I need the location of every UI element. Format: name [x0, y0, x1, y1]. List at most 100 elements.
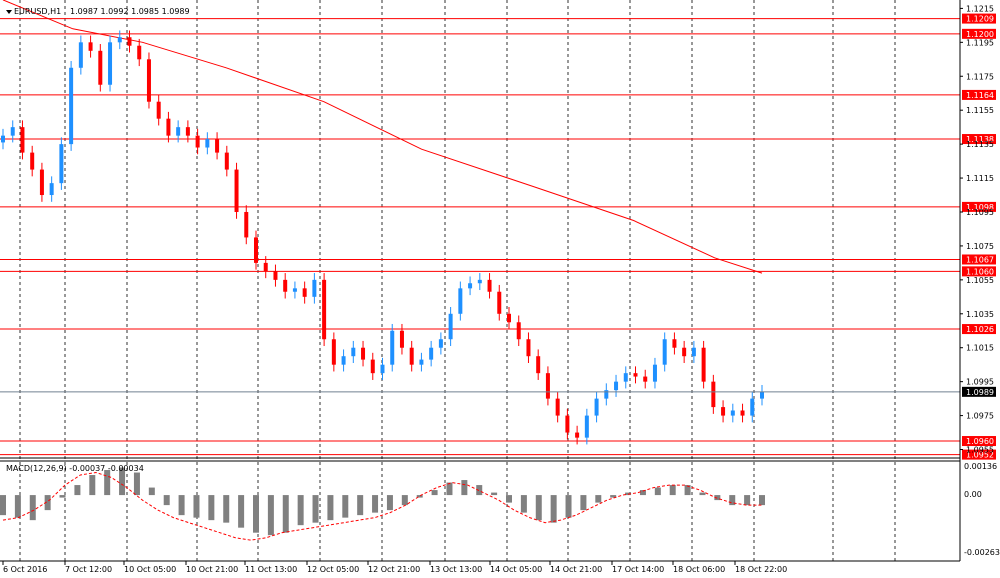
candle-body — [662, 339, 667, 365]
macd-bar — [744, 495, 751, 506]
candle-body — [390, 330, 395, 365]
candle-body — [672, 339, 677, 348]
candle-body — [166, 118, 171, 136]
candle-body — [69, 67, 74, 145]
candle-body — [273, 271, 278, 280]
candle-body — [59, 144, 64, 184]
candle-body — [623, 373, 628, 382]
macd-bar — [327, 495, 334, 521]
candle-body — [380, 364, 385, 374]
time-tick-label: 13 Oct 13:00 — [430, 565, 482, 574]
macd-bar — [372, 495, 379, 513]
macd-bar — [729, 495, 736, 506]
candlesticks — [1, 30, 764, 445]
macd-bar — [476, 485, 483, 496]
time-tick-label: 12 Oct 05:00 — [307, 565, 359, 574]
candle-body — [224, 152, 229, 170]
candle-body — [614, 381, 619, 391]
macd-bar — [610, 495, 617, 498]
level-tag — [962, 13, 996, 24]
level-tag — [962, 436, 996, 447]
candle-body — [643, 376, 648, 382]
price-tick-label: 1.1135 — [966, 140, 994, 149]
candle-body — [195, 135, 200, 148]
price-tick-label: 1.0995 — [966, 378, 994, 387]
time-tick-label: 11 Oct 13:00 — [245, 565, 297, 574]
candle-body — [516, 322, 521, 340]
price-level-tags: 1.1209 1.1200 1.1164 1.1138 1.1098 1.1067 1.10… — [962, 13, 996, 460]
candle-body — [750, 398, 755, 416]
macd-bar — [104, 470, 111, 496]
time-tick-label: 18 Oct 06:00 — [673, 565, 725, 574]
candle-body — [633, 373, 638, 377]
level-tag — [962, 201, 996, 212]
candle-body — [205, 139, 210, 148]
time-tick-label: 18 Oct 22:00 — [735, 565, 787, 574]
macd-bar — [535, 495, 542, 521]
time-tick-label: 14 Oct 05:00 — [490, 565, 542, 574]
price-tick-label: 1.1055 — [966, 276, 994, 285]
candle-body — [283, 279, 288, 292]
candle-body — [438, 339, 443, 348]
candle-body — [146, 59, 151, 102]
macd-bar — [759, 495, 765, 506]
macd-bar — [148, 487, 155, 496]
candle-body — [409, 347, 414, 365]
level-tag — [962, 266, 996, 277]
candle-body — [185, 127, 190, 136]
macd-bar — [386, 495, 393, 511]
macd-bar — [416, 495, 423, 498]
candle-body — [604, 390, 609, 399]
level-tag-label: 1.1164 — [966, 91, 994, 100]
level-tag — [962, 449, 996, 460]
candle-body — [555, 398, 560, 416]
macd-bar — [580, 495, 587, 511]
price-tick-label: 1.0975 — [966, 412, 994, 421]
current-price-tag-label: 1.0989 — [966, 388, 994, 397]
macd-bar — [401, 495, 408, 506]
candle-body — [302, 288, 307, 297]
candle-body — [117, 37, 122, 43]
macd-bar — [491, 492, 498, 496]
macd-bar — [29, 495, 36, 521]
level-tag-label: 1.1138 — [966, 135, 994, 144]
time-tick-label: 10 Oct 05:00 — [124, 565, 176, 574]
candle-body — [10, 127, 15, 136]
macd-bar — [520, 495, 527, 513]
macd-zero-label: 0.00 — [964, 490, 982, 499]
candle-body — [682, 347, 687, 357]
candle-body — [507, 313, 511, 323]
candle-body — [127, 37, 132, 46]
candle-body — [477, 279, 482, 284]
price-tick-label: 1.1195 — [966, 38, 994, 47]
candle-body — [263, 262, 268, 272]
candle-body — [341, 356, 346, 365]
macd-bar — [163, 495, 170, 506]
macd-bar — [714, 495, 721, 501]
macd-bar — [208, 495, 215, 521]
candle-body — [575, 432, 580, 438]
candle-body — [429, 347, 434, 360]
macd-bar — [267, 495, 274, 536]
price-tick-label: 1.1095 — [966, 208, 994, 217]
candle-body — [448, 313, 453, 340]
candle-body — [108, 42, 113, 85]
level-tag-label: 1.0952 — [966, 451, 994, 460]
level-tag-label: 1.1067 — [966, 255, 994, 264]
time-tick-label: 6 Oct 2016 — [3, 565, 47, 574]
moving-average-line — [2, 0, 763, 274]
price-tick-label: 1.1215 — [966, 4, 994, 13]
level-tag — [962, 89, 996, 100]
candle-body — [458, 288, 463, 314]
macd-min-label: -0.00263 — [964, 548, 1000, 557]
candle-body — [137, 45, 142, 60]
candle-body — [468, 283, 473, 289]
candle-body — [30, 152, 35, 170]
chevron-down-icon[interactable] — [6, 10, 12, 14]
macd-bar — [357, 495, 364, 516]
candle-body — [78, 42, 83, 68]
candle-body — [254, 237, 258, 263]
macd-max-label: 0.00136 — [964, 462, 997, 471]
price-tick-label: 1.0955 — [966, 446, 994, 455]
